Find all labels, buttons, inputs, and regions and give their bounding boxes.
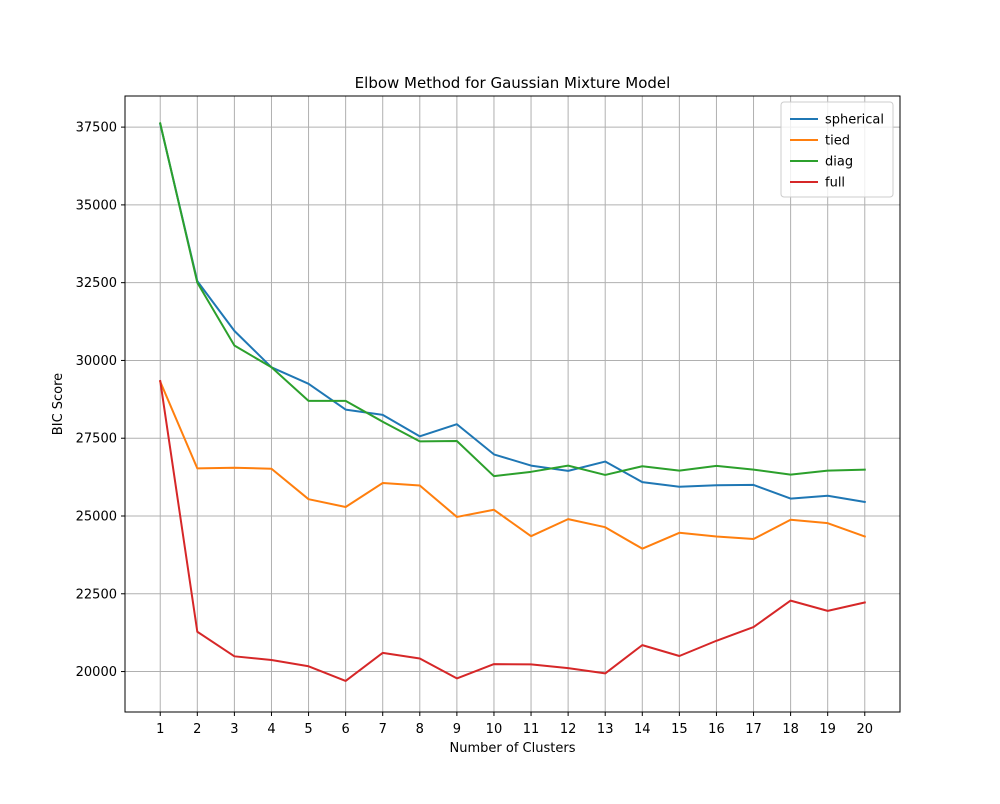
x-tick-label: 9 [453,722,461,737]
y-tick-label: 20000 [76,665,117,680]
x-tick-label: 12 [560,722,577,737]
y-tick-label: 35000 [76,198,117,213]
x-tick-label: 4 [267,722,275,737]
x-tick-label: 3 [230,722,238,737]
x-tick-label: 20 [856,722,873,737]
series-line-tied [158,380,867,550]
x-tick-label: 15 [671,722,688,737]
y-tick-label: 30000 [76,354,117,369]
legend-label-full: full [825,176,845,191]
y-tick-label: 37500 [76,121,117,136]
x-tick-label: 6 [341,722,349,737]
x-tick-label: 13 [597,722,614,737]
axis-ticks: 1 2 3 4 5 6 7 8 9 10 11 12 13 14 15 16 17 18 19 20200002250… [76,121,873,737]
x-tick-label: 11 [523,722,540,737]
y-tick-label: 22500 [76,587,117,602]
y-axis-label: BIC Score [51,373,66,435]
plot-frame [124,95,901,713]
x-tick-label: 2 [193,722,201,737]
chart-title: Elbow Method for Gaussian Mixture Model [355,74,671,92]
legend-box [780,101,894,198]
series-lines [158,122,867,682]
legend-label-spherical: spherical [825,113,884,128]
x-tick-label: 7 [379,722,387,737]
y-tick-label: 27500 [76,432,117,447]
series-line-diag [159,122,866,478]
x-axis-label: Number of Clusters [450,741,576,756]
y-tick-label: 25000 [76,510,117,525]
x-tick-label: 10 [486,722,503,737]
x-tick-label: 14 [634,722,651,737]
legend-label-diag: diag [825,155,853,170]
grid [125,96,900,712]
series-line-full [159,379,866,682]
x-tick-label: 19 [819,722,836,737]
series-line-spherical [159,122,866,504]
legend: spherical tied diag full [780,101,894,198]
legend-label-tied: tied [825,134,850,149]
x-tick-label: 5 [304,722,312,737]
x-tick-label: 16 [708,722,725,737]
x-tick-label: 1 [156,722,164,737]
x-tick-label: 17 [745,722,762,737]
x-tick-label: 18 [782,722,799,737]
x-tick-label: 8 [416,722,424,737]
y-tick-label: 32500 [76,276,117,291]
